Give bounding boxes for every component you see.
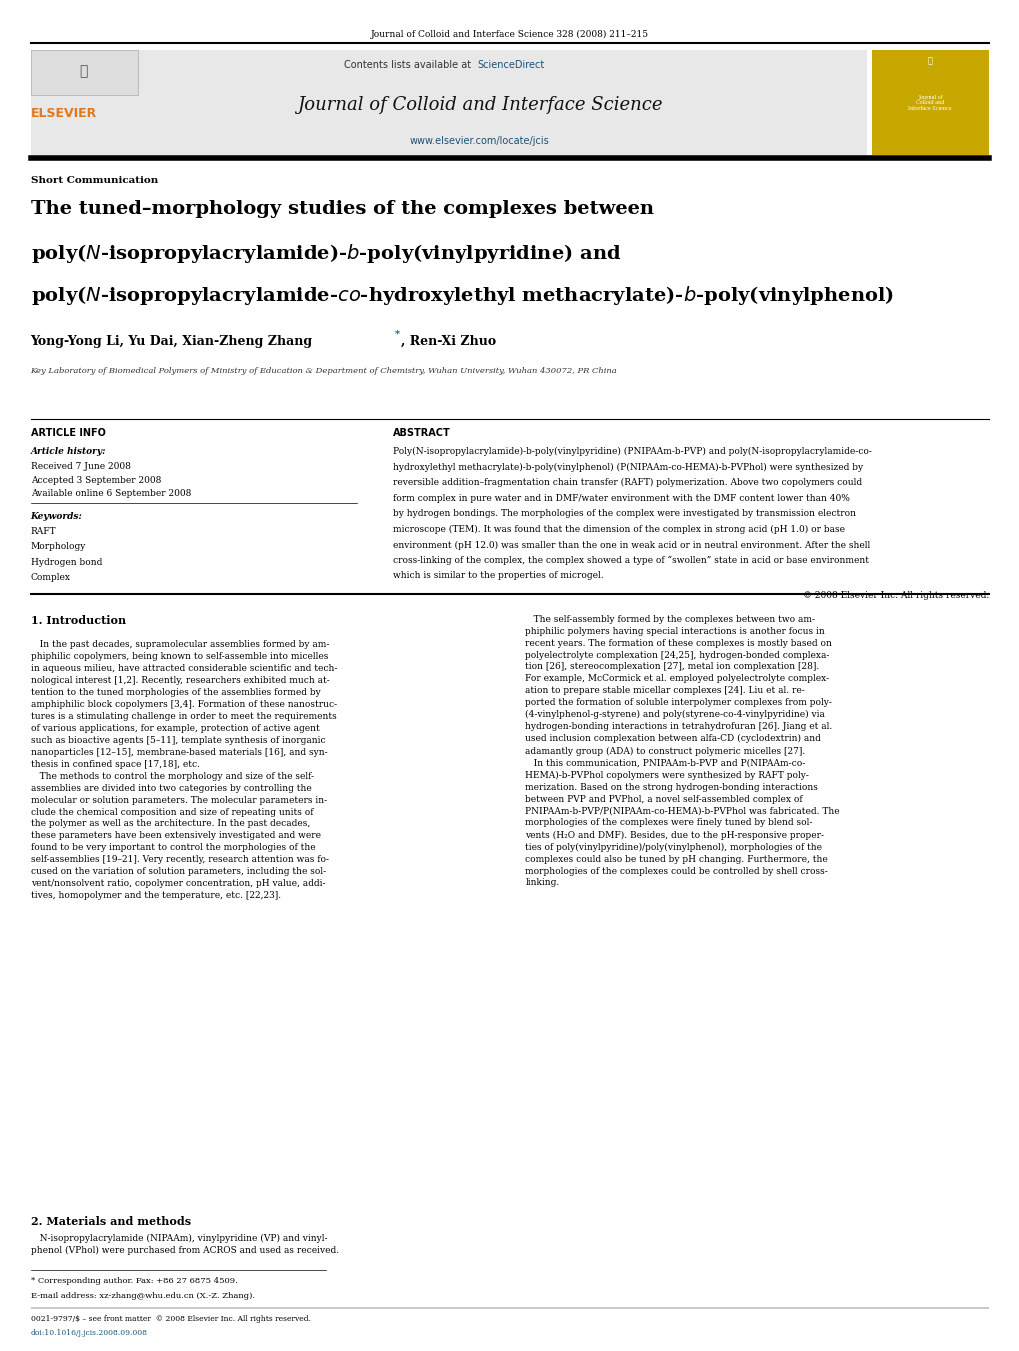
- Text: Accepted 3 September 2008: Accepted 3 September 2008: [31, 476, 161, 485]
- Text: Yong-Yong Li, Yu Dai, Xian-Zheng Zhang: Yong-Yong Li, Yu Dai, Xian-Zheng Zhang: [31, 335, 313, 349]
- FancyBboxPatch shape: [31, 50, 866, 155]
- Text: poly($N$-isopropylacrylamide)-$b$-poly(vinylpyridine) and: poly($N$-isopropylacrylamide)-$b$-poly(v…: [31, 242, 621, 265]
- Text: Contents lists available at: Contents lists available at: [343, 59, 474, 70]
- Text: www.elsevier.com/locate/jcis: www.elsevier.com/locate/jcis: [409, 135, 549, 146]
- Text: hydroxylethyl methacrylate)-b-poly(vinylphenol) (P(NIPAAm-co-HEMA)-b-PVPhol) wer: hydroxylethyl methacrylate)-b-poly(vinyl…: [392, 462, 862, 471]
- Text: Morphology: Morphology: [31, 542, 86, 551]
- Text: Key Laboratory of Biomedical Polymers of Ministry of Education & Department of C: Key Laboratory of Biomedical Polymers of…: [31, 367, 616, 376]
- Text: cross-linking of the complex, the complex showed a type of “swollen” state in ac: cross-linking of the complex, the comple…: [392, 555, 868, 565]
- Text: ARTICLE INFO: ARTICLE INFO: [31, 428, 105, 438]
- Text: Available online 6 September 2008: Available online 6 September 2008: [31, 489, 191, 499]
- Text: Journal of Colloid and Interface Science: Journal of Colloid and Interface Science: [297, 96, 661, 115]
- Text: ABSTRACT: ABSTRACT: [392, 428, 450, 438]
- Text: In the past decades, supramolecular assemblies formed by am-
phiphilic copolymer: In the past decades, supramolecular asse…: [31, 640, 336, 900]
- Text: RAFT: RAFT: [31, 527, 56, 536]
- Text: The self-assembly formed by the complexes between two am-
phiphilic polymers hav: The self-assembly formed by the complexe…: [525, 615, 839, 888]
- Text: Short Communication: Short Communication: [31, 176, 158, 185]
- Text: environment (pH 12.0) was smaller than the one in weak acid or in neutral enviro: environment (pH 12.0) was smaller than t…: [392, 540, 869, 550]
- Text: , Ren-Xi Zhuo: , Ren-Xi Zhuo: [400, 335, 495, 349]
- Text: The tuned–morphology studies of the complexes between: The tuned–morphology studies of the comp…: [31, 200, 653, 218]
- Text: which is similar to the properties of microgel.: which is similar to the properties of mi…: [392, 571, 602, 581]
- Text: 2. Materials and methods: 2. Materials and methods: [31, 1216, 191, 1227]
- Text: Hydrogen bond: Hydrogen bond: [31, 558, 102, 567]
- Text: Keywords:: Keywords:: [31, 512, 83, 521]
- Text: Complex: Complex: [31, 573, 70, 582]
- Text: 1. Introduction: 1. Introduction: [31, 615, 125, 626]
- Text: microscope (TEM). It was found that the dimension of the complex in strong acid : microscope (TEM). It was found that the …: [392, 524, 844, 534]
- Text: * Corresponding author. Fax: +86 27 6875 4509.: * Corresponding author. Fax: +86 27 6875…: [31, 1277, 237, 1285]
- Text: 🌳: 🌳: [79, 65, 88, 78]
- Text: Journal of
Colloid and
Interface Science: Journal of Colloid and Interface Science: [908, 95, 951, 111]
- Text: reversible addition–fragmentation chain transfer (RAFT) polymerization. Above tw: reversible addition–fragmentation chain …: [392, 478, 861, 488]
- Text: ScienceDirect: ScienceDirect: [477, 59, 544, 70]
- Text: Received 7 June 2008: Received 7 June 2008: [31, 462, 130, 471]
- Text: 0021-9797/$ – see front matter  © 2008 Elsevier Inc. All rights reserved.: 0021-9797/$ – see front matter © 2008 El…: [31, 1315, 311, 1323]
- Text: E-mail address: xz-zhang@whu.edu.cn (X.-Z. Zhang).: E-mail address: xz-zhang@whu.edu.cn (X.-…: [31, 1292, 255, 1300]
- Text: doi:10.1016/j.jcis.2008.09.008: doi:10.1016/j.jcis.2008.09.008: [31, 1329, 148, 1337]
- Text: Article history:: Article history:: [31, 447, 106, 457]
- Text: poly($N$-isopropylacrylamide-$\mathit{co}$-hydroxylethyl methacrylate)-$b$-poly(: poly($N$-isopropylacrylamide-$\mathit{co…: [31, 284, 893, 307]
- Text: *: *: [394, 330, 399, 339]
- Text: ELSEVIER: ELSEVIER: [31, 107, 97, 120]
- Text: Poly(N-isopropylacrylamide)-b-poly(vinylpyridine) (PNIPAAm-b-PVP) and poly(N-iso: Poly(N-isopropylacrylamide)-b-poly(vinyl…: [392, 447, 870, 457]
- Text: form complex in pure water and in DMF/water environment with the DMF content low: form complex in pure water and in DMF/wa…: [392, 493, 849, 503]
- Text: N-isopropylacrylamide (NIPAAm), vinylpyridine (VP) and vinyl-
phenol (VPhol) wer: N-isopropylacrylamide (NIPAAm), vinylpyr…: [31, 1233, 338, 1255]
- Text: 📖: 📖: [927, 57, 931, 65]
- Text: by hydrogen bondings. The morphologies of the complex were investigated by trans: by hydrogen bondings. The morphologies o…: [392, 509, 855, 519]
- FancyBboxPatch shape: [31, 50, 138, 95]
- Text: © 2008 Elsevier Inc. All rights reserved.: © 2008 Elsevier Inc. All rights reserved…: [802, 590, 988, 600]
- Text: Journal of Colloid and Interface Science 328 (2008) 211–215: Journal of Colloid and Interface Science…: [371, 30, 648, 39]
- FancyBboxPatch shape: [871, 50, 988, 155]
